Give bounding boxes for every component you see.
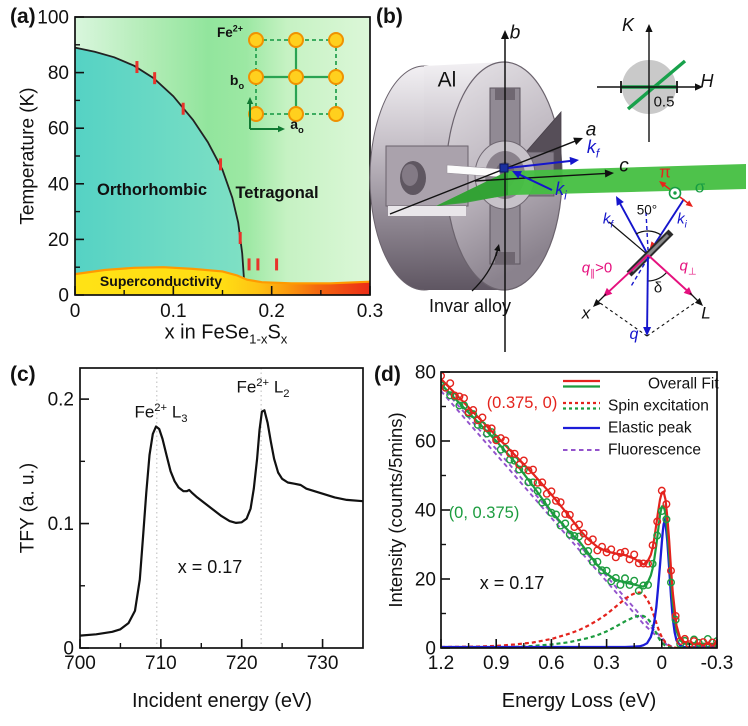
legend-elastic-peak: Elastic peak bbox=[608, 419, 692, 437]
sigma-polarization-label: σ bbox=[694, 177, 706, 197]
fe-lattice-inset bbox=[246, 32, 344, 133]
a-axis-label: a bbox=[585, 119, 597, 141]
svg-text:0: 0 bbox=[425, 639, 436, 660]
rixs-curves bbox=[441, 371, 717, 648]
svg-text:710: 710 bbox=[145, 653, 177, 674]
region-superconductivity-label: Superconductivity bbox=[99, 273, 223, 289]
x-axis-label: x bbox=[581, 303, 591, 323]
svg-text:40: 40 bbox=[48, 174, 69, 195]
kf-vector-label: kf bbox=[586, 136, 600, 161]
l-axis-label: L bbox=[701, 303, 711, 323]
series-label-red: (0.375, 0) bbox=[486, 393, 558, 412]
invar-alloy-label: Invar alloy bbox=[428, 296, 512, 316]
sample-holder-diagram bbox=[369, 24, 746, 352]
svg-text:1.2: 1.2 bbox=[428, 653, 454, 674]
svg-text:700: 700 bbox=[64, 653, 96, 674]
panel-d-annotation: x = 0.17 bbox=[479, 573, 545, 593]
svg-text:100: 100 bbox=[37, 8, 69, 29]
kf-small-label: kf bbox=[602, 210, 614, 231]
q-perp-label: q⊥ bbox=[679, 257, 697, 278]
inset-a-axis-label: ao bbox=[290, 115, 304, 135]
svg-text:0.1: 0.1 bbox=[48, 514, 74, 535]
svg-text:730: 730 bbox=[307, 653, 339, 674]
svg-text:60: 60 bbox=[48, 119, 69, 140]
svg-text:0: 0 bbox=[58, 286, 69, 307]
panel-d-ylabel: Intensity (counts/5mins) bbox=[384, 412, 406, 608]
panel-a-xlabel: x in FeSe1-xSx bbox=[164, 321, 288, 347]
k-axis-label: K bbox=[621, 15, 635, 35]
b-axis-label: b bbox=[509, 22, 521, 44]
delta-angle-label: δ bbox=[653, 279, 663, 297]
svg-text:80: 80 bbox=[48, 63, 69, 84]
svg-text:0: 0 bbox=[657, 653, 668, 674]
legend-overall-fit: Overall Fit bbox=[648, 375, 719, 393]
inset-fe-label: Fe2+ bbox=[217, 23, 243, 40]
h-axis-label: H bbox=[700, 71, 714, 91]
half-tick-label: 0.5 bbox=[653, 93, 675, 111]
pi-polarization-label: π bbox=[659, 162, 671, 182]
svg-text:0.3: 0.3 bbox=[593, 653, 619, 674]
region-orthorhombic-label: Orthorhombic bbox=[97, 180, 207, 199]
legend-fluorescence: Fluorescence bbox=[608, 441, 702, 459]
series-label-green: (0, 0.375) bbox=[448, 503, 520, 522]
panel-c-annotation: x = 0.17 bbox=[177, 557, 243, 577]
panel-c-xlabel: Incident energy (eV) bbox=[131, 690, 313, 712]
inset-b-axis-label: bo bbox=[229, 71, 245, 91]
q-parallel-label: q∥>0 bbox=[581, 259, 613, 280]
legend-spin-excitation: Spin excitation bbox=[608, 397, 709, 415]
al-label: Al bbox=[437, 68, 457, 92]
svg-text:0.2: 0.2 bbox=[48, 390, 74, 411]
region-tetragonal-label: Tetragonal bbox=[235, 183, 319, 202]
panel-c-ylabel: TFY (a. u.) bbox=[17, 462, 39, 554]
svg-text:60: 60 bbox=[415, 432, 436, 453]
panel-c-letter: (c) bbox=[10, 363, 36, 386]
svg-text:0: 0 bbox=[70, 301, 81, 322]
svg-text:720: 720 bbox=[226, 653, 258, 674]
svg-text:0.9: 0.9 bbox=[483, 653, 509, 674]
ki-small-label: ki bbox=[677, 210, 687, 231]
ki-vector-label: ki bbox=[555, 178, 567, 203]
panel-d-xlabel: Energy Loss (eV) bbox=[501, 690, 657, 712]
svg-text:0: 0 bbox=[63, 639, 74, 660]
svg-text:20: 20 bbox=[415, 570, 436, 591]
panel-a-ylabel: Temperature (K) bbox=[17, 87, 39, 225]
c-axis-label: c bbox=[619, 155, 629, 177]
svg-text:20: 20 bbox=[48, 230, 69, 251]
svg-text:0.6: 0.6 bbox=[538, 653, 564, 674]
svg-text:40: 40 bbox=[415, 501, 436, 522]
svg-text:0.2: 0.2 bbox=[258, 301, 284, 322]
panel-a-letter: (a) bbox=[10, 5, 36, 28]
svg-text:0.3: 0.3 bbox=[357, 301, 383, 322]
svg-text:0.1: 0.1 bbox=[160, 301, 186, 322]
q-vector-label: q bbox=[629, 326, 639, 343]
fe-l3-peak-label: Fe2+ L3 bbox=[134, 401, 188, 425]
panel-b-letter: (b) bbox=[376, 5, 403, 28]
fe-l2-peak-label: Fe2+ L2 bbox=[236, 376, 290, 400]
svg-text:-0.3: -0.3 bbox=[701, 653, 734, 674]
angle-50-label: 50° bbox=[636, 202, 658, 218]
panel-d-letter: (d) bbox=[374, 363, 401, 386]
svg-text:80: 80 bbox=[415, 363, 436, 384]
